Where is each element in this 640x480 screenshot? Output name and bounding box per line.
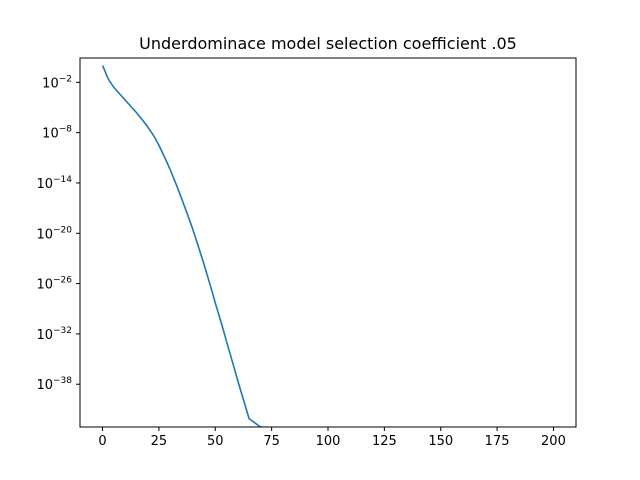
x-tick-label: 75 <box>263 434 280 449</box>
x-tick-label: 0 <box>98 434 106 449</box>
y-tick-exponent: −8 <box>59 125 73 135</box>
y-tick-exponent: −26 <box>53 276 72 286</box>
plot-frame <box>79 57 577 428</box>
y-tick-base: 10 <box>36 177 53 192</box>
chart-title: Underdominace model selection coefficien… <box>139 34 517 53</box>
y-tick-base: 10 <box>36 278 53 293</box>
y-tick-base: 10 <box>36 328 53 343</box>
y-tick-label: 10−26 <box>36 276 72 293</box>
y-tick-label: 10−2 <box>42 74 72 91</box>
y-tick-base: 10 <box>42 127 59 142</box>
y-tick-base: 10 <box>36 227 53 242</box>
y-tick-label: 10−8 <box>42 125 72 142</box>
series-layer <box>101 65 264 427</box>
y-tick-exponent: −20 <box>53 225 72 235</box>
y-tick-base: 10 <box>36 378 53 393</box>
x-tick-label: 125 <box>372 434 397 449</box>
series-line <box>101 65 264 427</box>
x-tick-label: 175 <box>485 434 510 449</box>
y-tick-label: 10−32 <box>36 326 72 343</box>
x-tick-label: 150 <box>428 434 453 449</box>
y-tick-exponent: −32 <box>53 326 72 336</box>
y-tick-base: 10 <box>42 76 59 91</box>
y-tick-label: 10−14 <box>36 175 72 192</box>
x-axis: 0 25 50 75 100 125 150 175 200 <box>98 427 566 449</box>
y-tick-label: 10−38 <box>36 376 72 393</box>
x-tick-label: 50 <box>207 434 224 449</box>
x-tick-label: 100 <box>316 434 341 449</box>
y-tick-exponent: −2 <box>59 74 72 84</box>
x-tick-label: 25 <box>151 434 168 449</box>
y-tick-exponent: −38 <box>53 376 72 386</box>
y-tick-label: 10−20 <box>36 225 72 242</box>
plot-area <box>79 57 577 428</box>
x-tick-label: 200 <box>541 434 566 449</box>
y-tick-exponent: −14 <box>53 175 72 185</box>
